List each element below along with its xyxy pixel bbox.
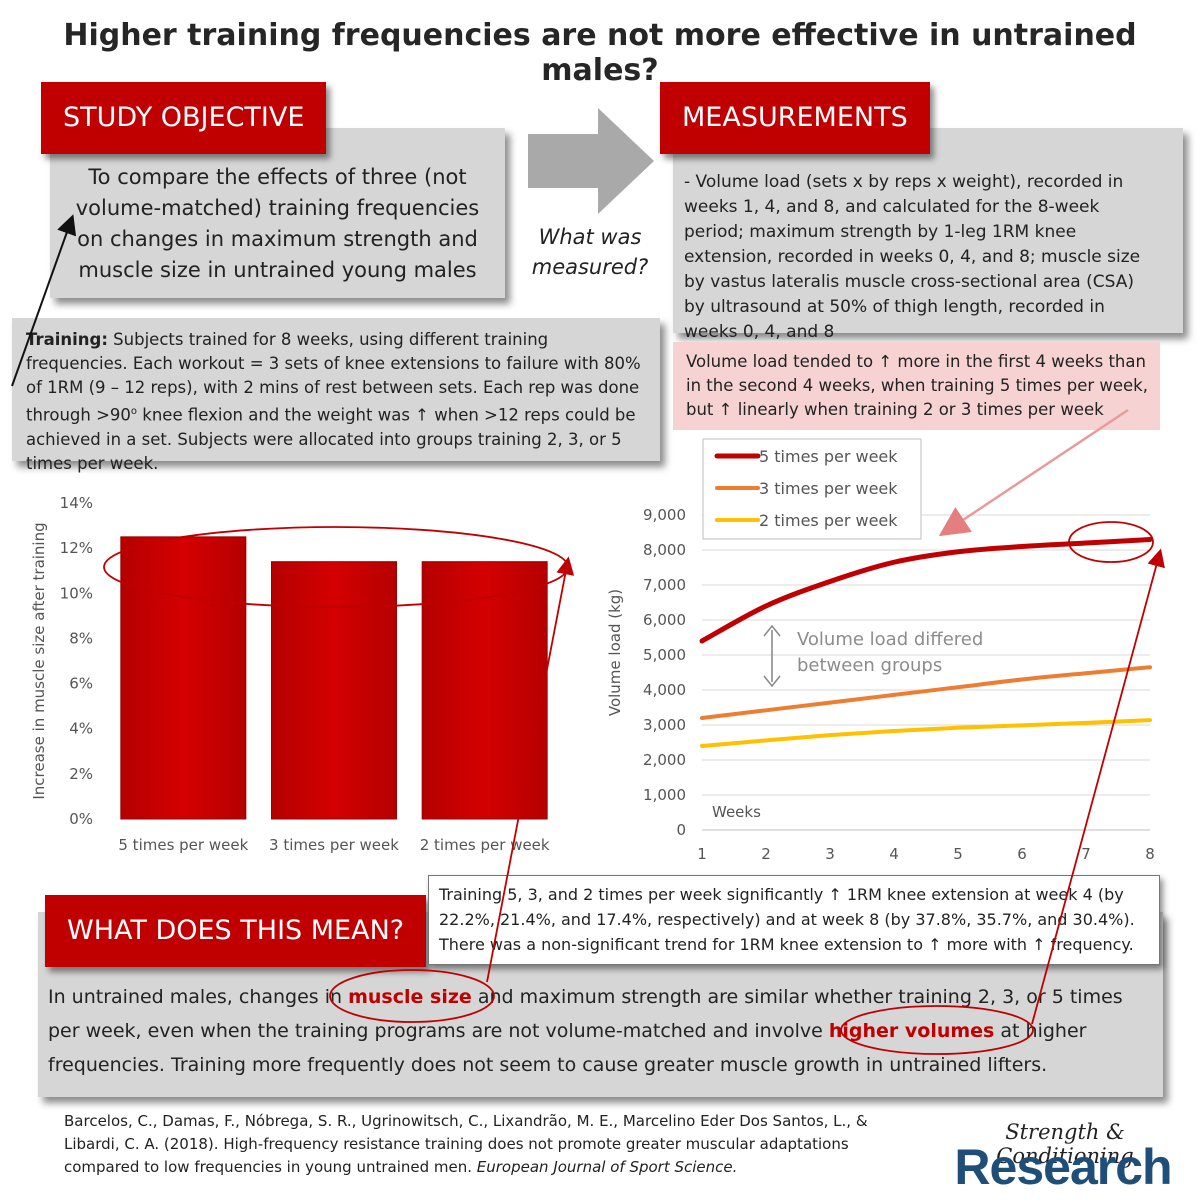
line-xtick-label: 7 xyxy=(1081,845,1091,863)
measurements-text: - Volume load (sets x by reps x weight),… xyxy=(684,172,1141,342)
line-annotation-text: Volume load differed xyxy=(797,629,983,650)
line-ytick-label: 1,000 xyxy=(643,786,686,804)
bar-ytick-label: 14% xyxy=(60,494,93,512)
line-xtick-label: 2 xyxy=(761,845,771,863)
bar-3 xyxy=(421,561,548,820)
line-ytick-label: 2,000 xyxy=(643,751,686,769)
volume-note-text: Volume load tended to ↑ more in the firs… xyxy=(686,352,1148,419)
bar-category-label: 5 times per week xyxy=(118,836,248,854)
meaning-part2: and maximum strength are similar whether… xyxy=(48,986,1123,1042)
double-arrow-head-down xyxy=(763,675,781,688)
meaning-highlight-higher-volumes: higher volumes xyxy=(828,1020,995,1042)
arrow-question: What was measured? xyxy=(531,225,649,279)
line-chart: 0 1,000 2,000 3,000 4,000 5,000 6,000 7,000 8,00… xyxy=(606,438,1155,863)
line-xtick-label: 3 xyxy=(825,845,835,863)
bar-ytick-label: 2% xyxy=(69,765,93,783)
objective-box xyxy=(50,128,505,298)
training-text-part1: Subjects trained for 8 weeks, using diff… xyxy=(26,330,641,425)
line-xtick-label: 5 xyxy=(953,845,963,863)
line-series-3 xyxy=(700,718,1152,748)
legend-label: 2 times per week xyxy=(759,511,898,530)
legend-label: 3 times per week xyxy=(759,479,898,498)
double-arrow-head-up xyxy=(763,624,781,637)
meaning-part1: In untrained males, changes in xyxy=(48,986,349,1008)
training-superscript: o xyxy=(130,406,138,417)
training-box: Training: Subjects trained for 8 weeks, … xyxy=(12,318,660,473)
line-xtick-label: 8 xyxy=(1145,845,1155,863)
bar-category-label: 2 times per week xyxy=(420,836,550,854)
line-ytick-label: 4,000 xyxy=(643,681,686,699)
reference: Barcelos, C., Damas, F., Nóbrega, S. R.,… xyxy=(64,1110,914,1179)
line-series-1 xyxy=(699,537,1153,644)
line-xlabel: Weeks xyxy=(712,803,761,821)
training-text-part2: knee flexion and the weight was ↑ when >… xyxy=(26,405,636,473)
line-ytick-label: 5,000 xyxy=(643,646,686,664)
page-title: Higher training frequencies are not more… xyxy=(63,18,1137,88)
reference-text: Barcelos, C., Damas, F., Nóbrega, S. R.,… xyxy=(64,1112,868,1176)
line-ytick-label: 0 xyxy=(676,821,686,839)
reference-journal: European Journal of Sport Science. xyxy=(476,1158,738,1176)
objective-label: STUDY OBJECTIVE xyxy=(41,82,327,154)
bar-ytick-label: 6% xyxy=(69,675,93,693)
line-ytick-label: 8,000 xyxy=(643,541,686,559)
bar-ytick-label: 8% xyxy=(69,629,93,647)
bar-ytick-label: 12% xyxy=(60,539,93,557)
training-heading: Training: xyxy=(26,330,108,349)
bar-ytick-label: 0% xyxy=(69,810,93,828)
training-text: Training: Subjects trained for 8 weeks, … xyxy=(26,328,651,476)
meaning-label: WHAT DOES THIS MEAN? xyxy=(45,895,427,967)
bar-category-label: 3 times per week xyxy=(269,836,399,854)
line-ytick-label: 9,000 xyxy=(643,506,686,524)
line-ytick-label: 6,000 xyxy=(643,611,686,629)
line-ytick-label: 7,000 xyxy=(643,576,686,594)
right-arrow-icon xyxy=(528,108,654,214)
line-ytick-label: 3,000 xyxy=(643,716,686,734)
bar-ylabel: Increase in muscle size after training xyxy=(30,522,48,799)
legend-label: 5 times per week xyxy=(759,447,898,466)
bar-2 xyxy=(271,561,397,820)
brand-tagline: Strength & Conditioning xyxy=(996,1120,1134,1168)
meaning-highlight-muscle-size: muscle size xyxy=(348,986,472,1008)
bar-1 xyxy=(120,536,247,820)
line-ylabel: Volume load (kg) xyxy=(606,589,624,716)
measurements-label: MEASUREMENTS xyxy=(660,82,930,154)
strength-note-box: Training 5, 3, and 2 times per week sign… xyxy=(428,875,1160,965)
bar-ytick-label: 10% xyxy=(60,584,93,602)
measurements-box xyxy=(673,128,1183,333)
bar-ytick-label: 4% xyxy=(69,720,93,738)
line-xtick-label: 4 xyxy=(889,845,899,863)
bar-chart: 0% 2% 4% 6% 8% 10% 12% 14% 5 times per week 3 tim… xyxy=(30,494,550,854)
line-annotation-text: between groups xyxy=(797,655,942,676)
brand-logo: Research xyxy=(954,1139,1172,1195)
line-xtick-label: 1 xyxy=(697,845,707,863)
line-xtick-label: 6 xyxy=(1017,845,1027,863)
strength-note-text: Training 5, 3, and 2 times per week sign… xyxy=(439,885,1135,954)
objective-text: To compare the effects of three (not vol… xyxy=(75,165,480,282)
meaning-text: In untrained males, changes in muscle si… xyxy=(48,980,1148,1082)
